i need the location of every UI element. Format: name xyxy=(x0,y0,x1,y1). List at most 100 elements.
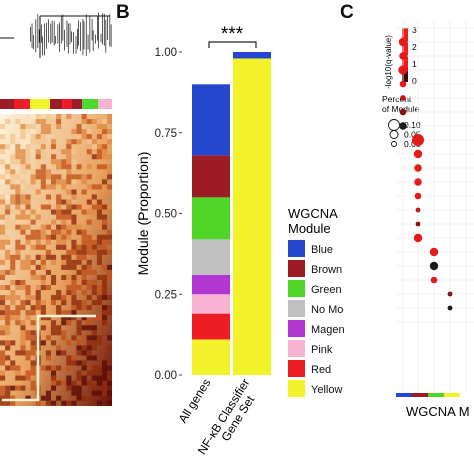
heatmap-cell xyxy=(45,114,51,120)
heatmap-cell xyxy=(40,129,46,135)
heatmap-cell xyxy=(96,144,102,150)
heatmap-cell xyxy=(10,295,16,301)
heatmap-cell xyxy=(25,300,31,306)
heatmap-cell xyxy=(20,330,26,336)
heatmap-cell xyxy=(107,305,112,311)
heatmap-cell xyxy=(15,350,21,356)
heatmap-cell xyxy=(35,169,41,175)
heatmap-cell xyxy=(25,375,31,381)
heatmap-cell xyxy=(102,154,108,160)
heatmap-cell xyxy=(35,204,41,210)
heatmap-cell xyxy=(76,264,82,270)
heatmap-cell xyxy=(107,390,112,396)
heatmap-cell xyxy=(81,315,87,321)
heatmap-cell xyxy=(81,264,87,270)
heatmap-cell xyxy=(76,390,82,396)
heatmap-cell xyxy=(51,124,57,130)
heatmap-cell xyxy=(35,139,41,145)
pct-legend-label: 0.10 xyxy=(404,120,421,130)
heatmap-cell xyxy=(20,300,26,306)
heatmap-cell xyxy=(76,385,82,391)
heatmap-cell xyxy=(30,219,36,225)
heatmap-cell xyxy=(0,340,6,346)
heatmap-cell xyxy=(35,189,41,195)
heatmap-cell xyxy=(0,199,6,205)
heatmap-cell xyxy=(15,305,21,311)
heatmap-cell xyxy=(25,214,31,220)
heatmap-cell xyxy=(35,159,41,165)
heatmap-cell xyxy=(56,325,62,331)
heatmap-cell xyxy=(40,300,46,306)
heatmap-cell xyxy=(61,295,67,301)
heatmap-cell xyxy=(0,179,6,185)
heatmap-cell xyxy=(30,124,36,130)
heatmap-cell xyxy=(15,254,21,260)
heatmap-cell xyxy=(102,295,108,301)
heatmap-cell xyxy=(56,144,62,150)
heatmap-cell xyxy=(30,114,36,120)
heatmap-cell xyxy=(40,144,46,150)
heatmap-cell xyxy=(51,234,57,240)
legend-label: Green xyxy=(311,284,342,296)
heatmap-cell xyxy=(71,159,77,165)
heatmap-cell xyxy=(15,189,21,195)
significance-stars: *** xyxy=(221,24,244,45)
heatmap-cell xyxy=(25,244,31,250)
heatmap-cell xyxy=(66,199,72,205)
heatmap-cell xyxy=(51,129,57,135)
heatmap-cell xyxy=(86,380,92,386)
heatmap-cell xyxy=(86,244,92,250)
heatmap-cell xyxy=(25,370,31,376)
heatmap-cell xyxy=(91,144,97,150)
heatmap-cell xyxy=(20,159,26,165)
heatmap-cell xyxy=(40,174,46,180)
heatmap-cell xyxy=(15,214,21,220)
heatmap-cell xyxy=(25,350,31,356)
heatmap-cell xyxy=(10,385,16,391)
heatmap-cell xyxy=(40,234,46,240)
heatmap-cell xyxy=(35,134,41,140)
heatmap-cell xyxy=(15,310,21,316)
heatmap-cell xyxy=(40,124,46,130)
heatmap-cell xyxy=(81,325,87,331)
heatmap-cell xyxy=(35,114,41,120)
heatmap-cell xyxy=(20,164,26,170)
y-axis: 0.00 0.25 0.50 0.75 1.00 Module (Proportion) xyxy=(135,47,182,382)
heatmap-cell xyxy=(56,134,62,140)
heatmap-cell xyxy=(66,254,72,260)
heatmap-cell xyxy=(5,209,11,215)
heatmap-cell xyxy=(45,315,51,321)
heatmap-cell xyxy=(61,300,67,306)
heatmap-cell xyxy=(96,315,102,321)
heatmap-cell xyxy=(71,279,77,286)
heatmap-cell xyxy=(61,119,67,125)
heatmap-cell xyxy=(96,239,102,245)
heatmap-cell xyxy=(45,234,51,240)
x-tick-label: All genes xyxy=(176,376,214,425)
heatmap-cell xyxy=(10,224,16,230)
heatmap-cell xyxy=(91,345,97,351)
heatmap-cell xyxy=(61,315,67,321)
heatmap-cell xyxy=(45,390,51,396)
heatmap-cell xyxy=(35,300,41,306)
heatmap-cell xyxy=(45,335,51,341)
heatmap-cell xyxy=(107,249,112,255)
x-axis-label: WGCNA M xyxy=(406,404,470,419)
heatmap-cell xyxy=(0,274,6,280)
heatmap-cell xyxy=(5,355,11,361)
heatmap-cell xyxy=(0,325,6,331)
heatmap-cell xyxy=(96,380,102,386)
dendrogram xyxy=(0,12,112,58)
heatmap-cell xyxy=(96,390,102,396)
heatmap-cell xyxy=(86,295,92,301)
heatmap-cell xyxy=(86,184,92,190)
heatmap-cell xyxy=(102,305,108,311)
heatmap-cell xyxy=(10,259,16,265)
heatmap-cell xyxy=(71,400,77,406)
heatmap-cell xyxy=(15,370,21,376)
heatmap-cell xyxy=(71,219,77,225)
heatmap-cell xyxy=(10,209,16,215)
heatmap-cell xyxy=(56,234,62,240)
heatmap-cell xyxy=(91,290,97,296)
